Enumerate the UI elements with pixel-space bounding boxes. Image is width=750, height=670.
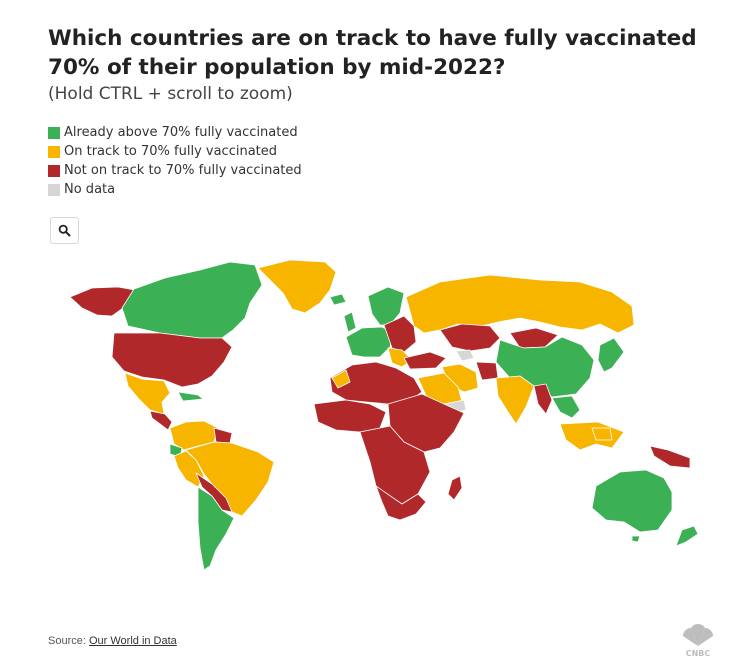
region-russia[interactable] — [405, 274, 635, 334]
region-myanmar[interactable] — [533, 383, 553, 415]
chart-title: Which countries are on track to have ful… — [48, 26, 697, 80]
legend-item-no-data: No data — [48, 180, 302, 199]
legend-swatch-yellow — [48, 145, 60, 158]
region-korea-japan[interactable] — [597, 337, 625, 373]
legend-label: Not on track to 70% fully vaccinated — [64, 163, 302, 178]
legend-label: On track to 70% fully vaccinated — [64, 144, 278, 159]
cnbc-peacock-icon: CNBC — [683, 623, 713, 658]
legend-item-above: Already above 70% fully vaccinated — [48, 123, 302, 142]
region-mexico[interactable] — [124, 372, 171, 415]
legend-swatch-red — [48, 164, 60, 177]
region-mongolia[interactable] — [509, 327, 559, 349]
legend-swatch-green — [48, 126, 60, 139]
region-guianas[interactable] — [213, 427, 233, 444]
region-australia[interactable] — [591, 469, 673, 533]
source-link[interactable]: Our World in Data — [88, 635, 177, 647]
region-brazil[interactable] — [185, 441, 275, 517]
region-west-africa[interactable] — [313, 399, 387, 433]
search-icon — [58, 224, 71, 237]
region-eastern-europe[interactable] — [383, 315, 417, 353]
region-tasmania[interactable] — [631, 535, 641, 543]
region-western-europe[interactable] — [345, 326, 395, 358]
legend: Already above 70% fully vaccinated On tr… — [48, 123, 302, 199]
region-central-america[interactable] — [149, 410, 173, 431]
region-kazakhstan[interactable] — [439, 323, 501, 352]
region-caribbean[interactable] — [177, 391, 204, 402]
chart-subtitle: (Hold CTRL + scroll to zoom) — [48, 84, 293, 104]
region-madagascar[interactable] — [447, 475, 463, 501]
region-borneo[interactable] — [591, 427, 613, 441]
region-new-zealand[interactable] — [675, 525, 699, 547]
legend-label: Already above 70% fully vaccinated — [64, 125, 298, 140]
region-usa[interactable] — [111, 332, 233, 388]
region-bolivia-paraguay[interactable] — [195, 472, 233, 513]
region-indonesia[interactable] — [559, 421, 625, 451]
source-prefix: Source: — [48, 635, 89, 647]
source-note: Source: Our World in Data — [48, 635, 177, 647]
legend-item-on-track: On track to 70% fully vaccinated — [48, 142, 302, 161]
region-morocco[interactable] — [331, 369, 351, 389]
legend-item-not-on-track: Not on track to 70% fully vaccinated — [48, 161, 302, 180]
cnbc-logo-text: CNBC — [686, 649, 711, 658]
region-greenland[interactable] — [257, 259, 337, 314]
region-india[interactable] — [495, 375, 535, 425]
region-middle-east-grey[interactable] — [455, 349, 475, 362]
region-canada[interactable] — [121, 261, 263, 339]
region-southern-africa[interactable] — [375, 485, 427, 521]
zoom-button[interactable] — [50, 217, 79, 244]
region-chile-argentina-south[interactable] — [197, 486, 235, 571]
region-turkey[interactable] — [403, 351, 447, 370]
region-scandinavia[interactable] — [367, 286, 405, 326]
legend-label: No data — [64, 182, 116, 197]
region-iceland[interactable] — [329, 293, 347, 306]
region-papua[interactable] — [649, 445, 691, 469]
legend-swatch-grey — [48, 183, 60, 196]
region-southeast-asia[interactable] — [551, 395, 581, 419]
region-uk[interactable] — [343, 311, 357, 333]
region-afghanistan[interactable] — [475, 361, 499, 381]
